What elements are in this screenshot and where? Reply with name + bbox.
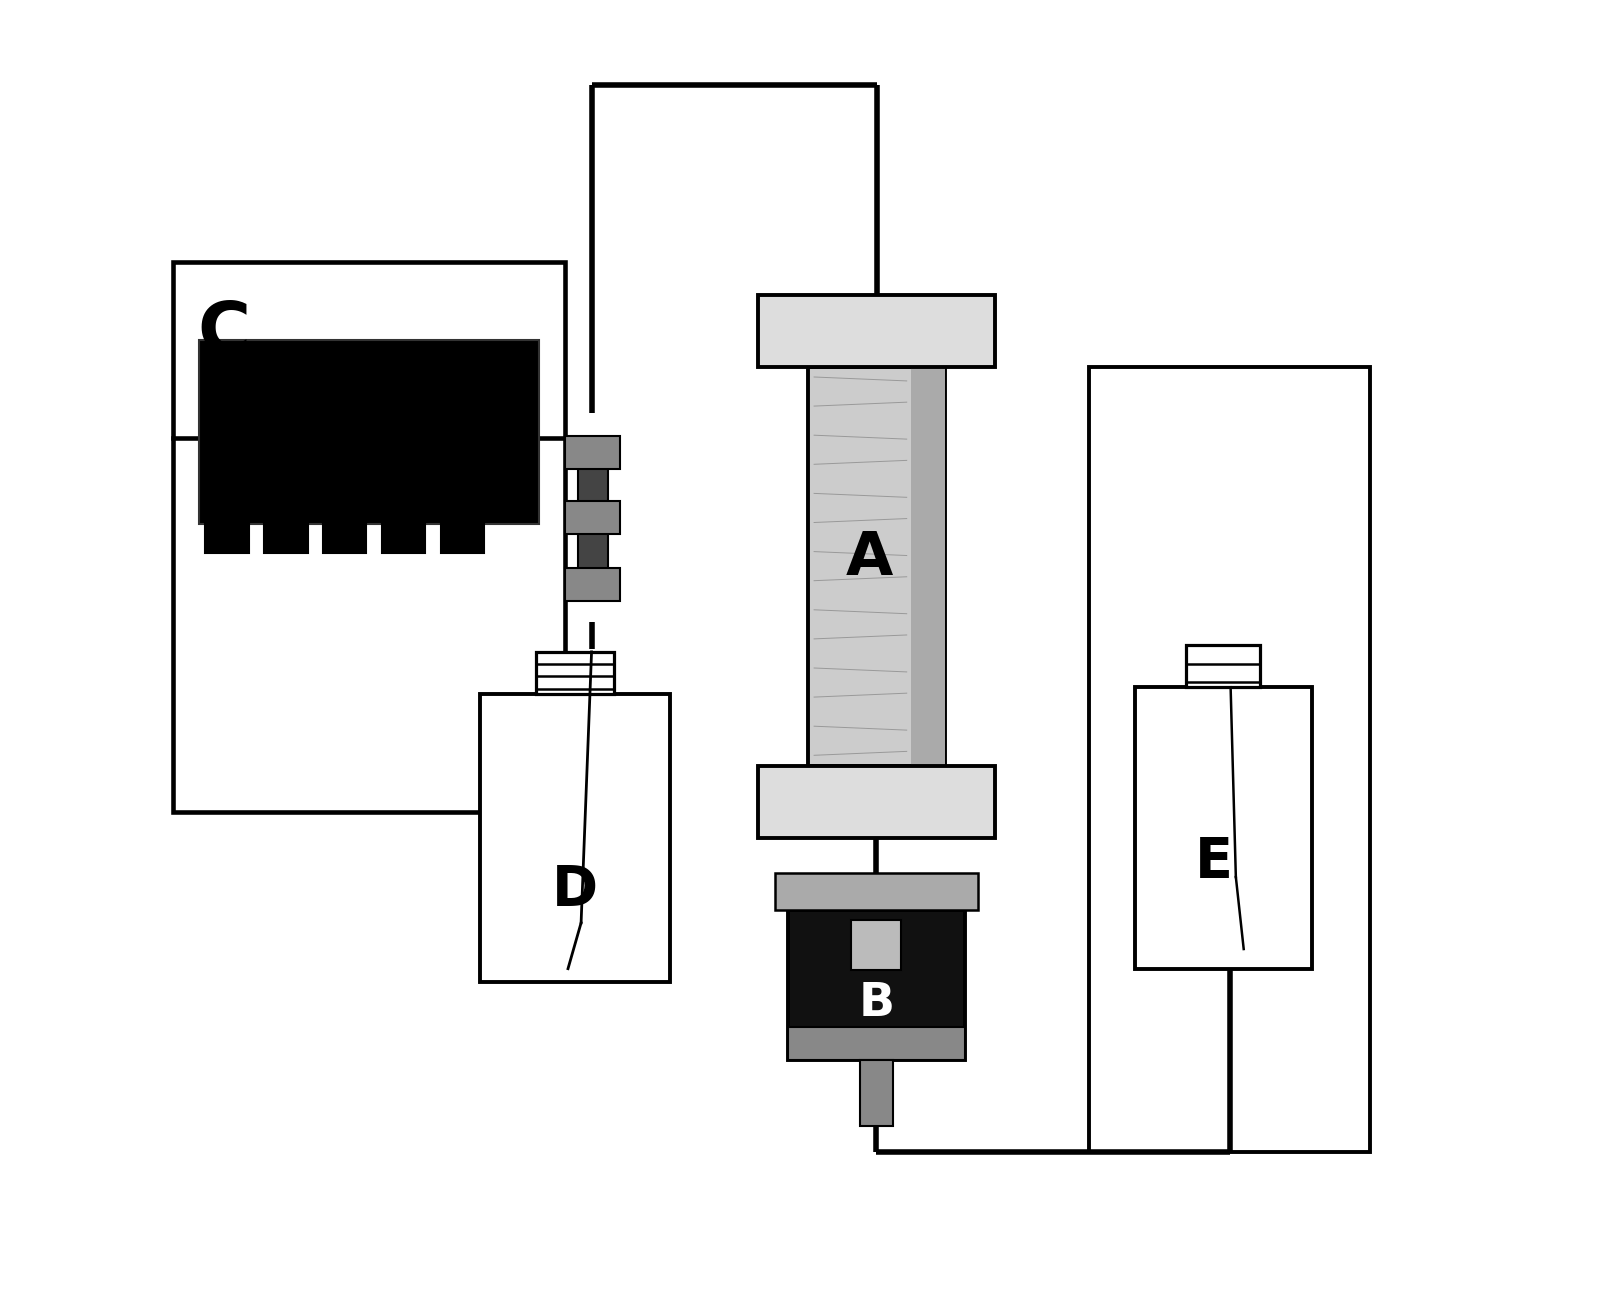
Text: A: A <box>846 529 892 588</box>
Bar <box>1089 367 1370 1152</box>
Bar <box>199 340 540 524</box>
Bar <box>324 511 367 554</box>
Bar <box>566 568 620 601</box>
Bar <box>1134 687 1312 969</box>
Bar <box>566 501 620 534</box>
Text: E: E <box>1195 835 1234 889</box>
Bar <box>537 652 615 694</box>
Text: B: B <box>859 980 894 1025</box>
Bar <box>441 511 484 554</box>
Bar <box>788 1028 964 1060</box>
Text: D: D <box>553 863 598 916</box>
Bar <box>383 511 425 554</box>
Bar <box>173 262 566 812</box>
Bar <box>758 766 995 838</box>
Bar <box>851 920 902 970</box>
Bar <box>566 436 620 469</box>
Bar <box>910 367 945 766</box>
Bar <box>788 910 964 1060</box>
Bar <box>807 367 945 766</box>
Bar <box>264 511 308 554</box>
Bar <box>205 511 248 554</box>
Bar <box>758 295 995 367</box>
Text: C: C <box>197 298 250 368</box>
Bar <box>578 450 609 584</box>
Bar <box>775 873 977 910</box>
Bar <box>481 694 670 982</box>
Bar <box>860 1060 892 1126</box>
Bar <box>1185 645 1261 687</box>
